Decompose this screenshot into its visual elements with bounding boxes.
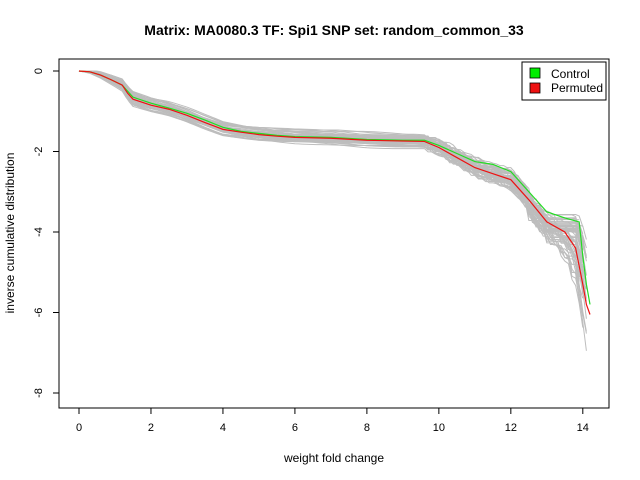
series-line-control xyxy=(78,70,591,305)
legend-swatch-control xyxy=(529,67,541,79)
x-tick-label: 0 xyxy=(76,422,82,434)
y-tick-label: -6 xyxy=(33,308,45,318)
x-tick-label: 12 xyxy=(505,422,517,434)
x-axis: 0 2 4 6 8 10 12 14 xyxy=(76,407,589,434)
y-axis-label: inverse cumulative distribution xyxy=(3,153,17,314)
main-series-group xyxy=(78,70,591,315)
background-series-line xyxy=(78,70,580,278)
legend: Control Permuted xyxy=(521,61,607,101)
chart-title: Matrix: MA0080.3 TF: Spi1 SNP set: rando… xyxy=(144,22,524,38)
y-tick-label: -8 xyxy=(33,388,45,398)
legend-label-control: Control xyxy=(551,67,590,81)
background-series-line xyxy=(78,70,580,232)
legend-swatch-permuted xyxy=(529,82,541,94)
series-line-permuted xyxy=(78,70,591,315)
x-tick-label: 10 xyxy=(433,422,445,434)
y-tick-label: 0 xyxy=(33,68,45,74)
x-tick-label: 6 xyxy=(292,422,298,434)
y-tick-label: -4 xyxy=(33,227,45,237)
x-tick-label: 8 xyxy=(364,422,370,434)
background-series-line xyxy=(78,70,580,259)
x-tick-label: 4 xyxy=(220,422,226,434)
x-axis-label: weight fold change xyxy=(283,451,384,465)
y-tick-label: -2 xyxy=(33,147,45,157)
x-tick-label: 2 xyxy=(148,422,154,434)
legend-label-permuted: Permuted xyxy=(551,81,603,95)
x-tick-label: 14 xyxy=(577,422,589,434)
y-axis: 0 -2 -4 -6 -8 xyxy=(33,68,60,398)
